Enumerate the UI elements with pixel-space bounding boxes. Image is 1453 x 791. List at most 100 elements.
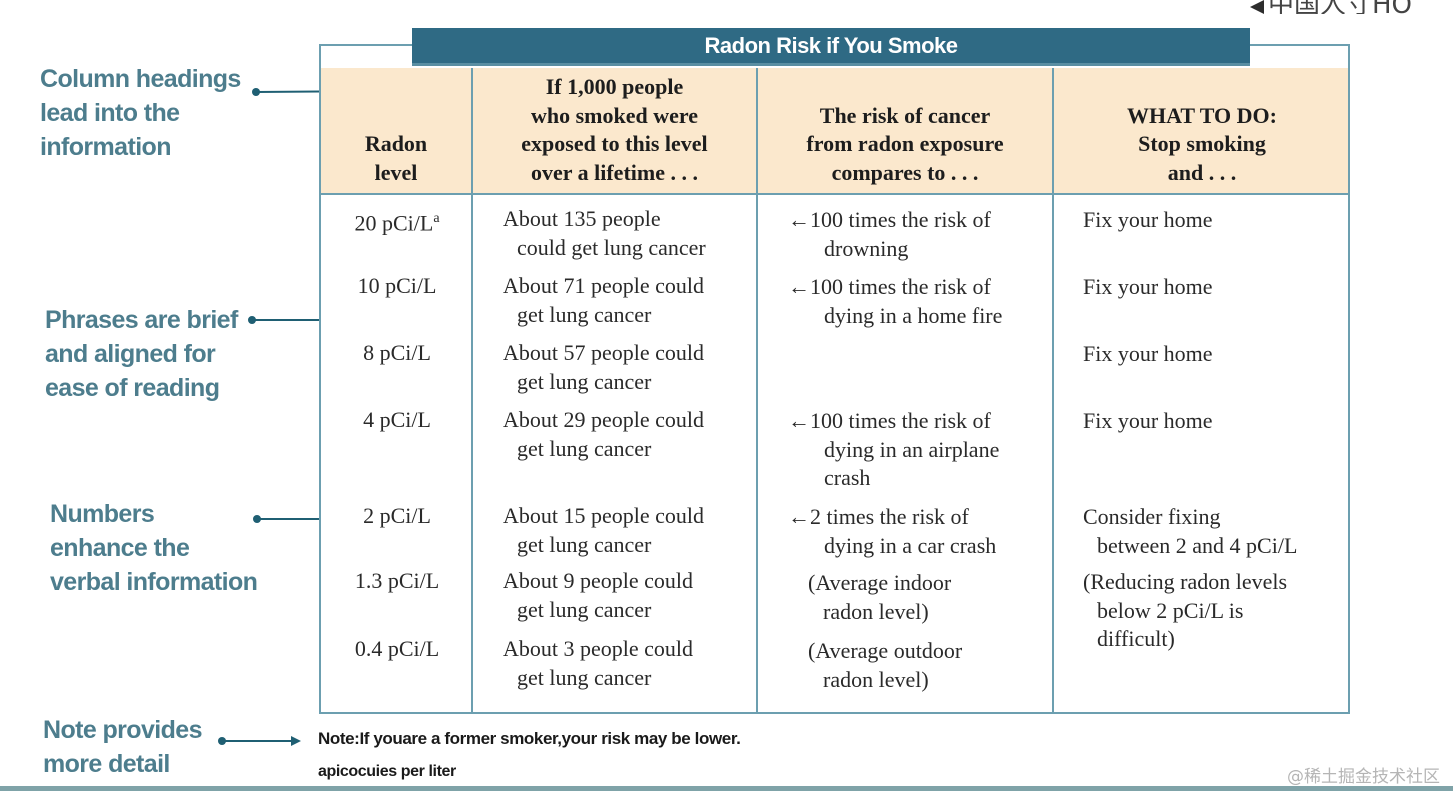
radon-level-value: 20 pCi/L <box>354 210 434 236</box>
cell-risk-comparison: (Average indoor radon level) <box>808 569 951 626</box>
callout-note: Note provides more detail <box>43 713 203 781</box>
cell-radon-level: 10 pCi/L <box>322 272 472 301</box>
radon-level-value: 0.4 pCi/L <box>354 636 440 661</box>
header-line: Radon <box>364 131 428 156</box>
cell-line: get lung cancer <box>517 435 652 461</box>
cell-line: (Average outdoor <box>808 638 963 663</box>
cell-line: About 71 people could <box>503 273 705 298</box>
cell-people-affected: About 71 people could get lung cancer <box>503 272 704 329</box>
callout-phrases-brief: Phrases are brief and aligned for ease of … <box>45 303 238 405</box>
callout-numbers: Numbers enhance the verbal information <box>50 497 258 599</box>
cell-line: radon level) <box>823 598 929 624</box>
callout-line: Column headings <box>40 65 241 93</box>
cell-risk-comparison: ←100 times the risk of dying in an airpla… <box>788 407 999 493</box>
cell-line: ←100 times the risk of <box>788 274 991 299</box>
arrow-note <box>218 736 301 746</box>
cell-risk-comparison: ←2 times the risk of dying in a car crash <box>788 503 996 560</box>
cell-line: About 15 people could <box>503 503 705 528</box>
callout-line: Note provides <box>43 716 203 744</box>
cell-line: Fix your home <box>1083 207 1213 232</box>
cell-line: dying in a home fire <box>824 302 1003 328</box>
corner-text: 中国人寸HO <box>1268 0 1412 14</box>
cell-radon-level: 2 pCi/L <box>322 502 472 531</box>
header-line: Stop smoking <box>1138 131 1266 156</box>
cell-line: Fix your home <box>1083 408 1213 433</box>
callout-line: Phrases are brief <box>45 306 238 334</box>
column-divider <box>471 68 473 712</box>
header-row <box>321 68 1348 195</box>
radon-level-value: 10 pCi/L <box>357 273 437 298</box>
arrow-numbers <box>253 514 331 524</box>
cell-line: between 2 and 4 pCi/L <box>1097 532 1298 558</box>
footnote-marker: a <box>433 211 440 226</box>
cell-action: Fix your home <box>1083 340 1213 369</box>
header-line: who smoked were <box>530 102 699 128</box>
cell-action: (Reducing radon levels below 2 pCi/L is di… <box>1083 568 1287 654</box>
header-line: WHAT TO DO: <box>1127 102 1277 128</box>
cell-people-affected: About 135 people could get lung cancer <box>503 205 706 262</box>
cell-line: About 3 people could <box>503 636 694 661</box>
cell-people-affected: About 9 people could get lung cancer <box>503 567 693 624</box>
column-divider <box>756 68 758 712</box>
table-footnote: apicocuies per liter <box>318 763 456 780</box>
cell-line: get lung cancer <box>517 664 652 690</box>
callout-line: information <box>40 133 171 161</box>
corner-logo: 中国人寸HO <box>1246 0 1453 14</box>
cell-radon-level: 4 pCi/L <box>322 406 472 435</box>
cell-people-affected: About 3 people could get lung cancer <box>503 635 693 692</box>
callout-line: enhance the <box>50 534 190 562</box>
cell-line: drowning <box>824 235 909 261</box>
cell-line: About 9 people could <box>503 568 694 593</box>
cell-action: Fix your home <box>1083 206 1213 235</box>
cell-risk-comparison: ←100 times the risk of drowning <box>788 206 991 263</box>
cell-action: Consider fixing between 2 and 4 pCi/L <box>1083 503 1297 560</box>
callout-line: lead into the <box>40 99 180 127</box>
header-line: exposed to this level <box>521 131 708 156</box>
cell-line: Consider fixing <box>1083 504 1221 529</box>
bottom-bar <box>0 786 1453 791</box>
cell-line: About 29 people could <box>503 407 705 432</box>
callout-line: verbal information <box>50 568 258 596</box>
cell-line: get lung cancer <box>517 301 652 327</box>
cell-action: Fix your home <box>1083 407 1213 436</box>
cell-risk-comparison: (Average outdoor radon level) <box>808 637 962 694</box>
cell-line: difficult) <box>1097 626 1175 651</box>
cell-radon-level: 20 pCi/La <box>322 205 472 238</box>
cell-line: ←100 times the risk of <box>788 408 991 433</box>
cell-line: dying in a car crash <box>824 532 997 558</box>
cell-people-affected: About 57 people could get lung cancer <box>503 339 704 396</box>
radon-level-value: 2 pCi/L <box>363 503 431 528</box>
cell-line: crash <box>824 465 871 490</box>
cell-radon-level: 8 pCi/L <box>322 339 472 368</box>
cell-line: get lung cancer <box>517 531 652 557</box>
cell-line: Fix your home <box>1083 341 1213 366</box>
cell-action: Fix your home <box>1083 273 1213 302</box>
cell-line: could get lung cancer <box>517 234 706 260</box>
cell-line: (Reducing radon levels <box>1083 569 1288 594</box>
table-note: Note:If youare a former smoker,your risk… <box>318 729 741 748</box>
cell-line: below 2 pCi/L is <box>1097 597 1244 623</box>
cell-line: dying in an airplane <box>824 436 1000 462</box>
play-icon <box>1250 0 1264 14</box>
cell-line: radon level) <box>823 666 929 692</box>
cell-line: (Average indoor <box>808 570 952 595</box>
header-line: level <box>374 159 418 185</box>
callout-line: Numbers <box>50 500 155 528</box>
radon-level-value: 4 pCi/L <box>363 407 431 432</box>
callout-line: more detail <box>43 750 170 778</box>
table-title: Radon Risk if You Smoke <box>412 28 1250 66</box>
header-risk-comparison: The risk of cancer from radon exposure com… <box>758 68 1052 193</box>
cell-line: Fix your home <box>1083 274 1213 299</box>
cell-line: get lung cancer <box>517 368 652 394</box>
cell-line: ←100 times the risk of <box>788 207 991 232</box>
cell-people-affected: About 29 people could get lung cancer <box>503 406 704 463</box>
cell-radon-level: 1.3 pCi/L <box>322 567 472 596</box>
cell-line: ←2 times the risk of <box>788 504 969 529</box>
cell-line: About 135 people <box>503 206 661 231</box>
header-radon-level: Radon level <box>321 68 471 193</box>
header-line: If 1,000 people <box>545 74 684 99</box>
header-line: and . . . <box>1167 159 1237 185</box>
header-line: The risk of cancer <box>819 102 991 128</box>
callout-line: and aligned for <box>45 340 216 368</box>
header-line: from radon exposure <box>806 131 1004 156</box>
